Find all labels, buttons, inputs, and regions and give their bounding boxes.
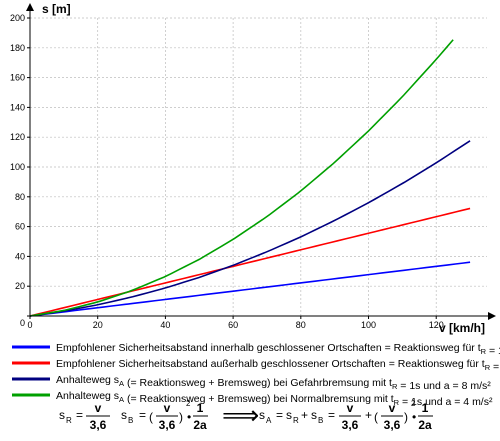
formula-sR-denominator: 3,6 — [90, 418, 107, 432]
formula-sB-denominator: 3,6 — [159, 418, 176, 432]
formula-sB-times: • — [187, 410, 191, 424]
formula-sB-lhs: s — [121, 408, 127, 422]
formula-sB-frac2-denominator: 2a — [193, 418, 207, 432]
formula-row: s R = v 3,6 s B = ( v 3,6 ) 2 • 1 2a ⟹ s… — [59, 399, 433, 432]
x-axis-arrowhead — [488, 312, 496, 320]
formula-sB-paren-open: ( — [149, 410, 153, 424]
formula-sA-term1-sub: R — [293, 416, 299, 425]
y-axis-title: s [m] — [42, 2, 71, 16]
formula-implies-arrow: ⟹ — [222, 401, 259, 431]
chart-legend: Empfohlener Sicherheitsabstand innerhalb… — [12, 342, 500, 408]
formula-sB-exponent: 2 — [186, 399, 191, 408]
chart-axes — [26, 3, 496, 320]
formula-sB-numerator: v — [164, 401, 171, 415]
formula-sB-equals: = — [139, 408, 146, 422]
series-line-1 — [29, 261, 471, 317]
legend-label-4: Anhalteweg sA (= Reaktionsweg + Bremsweg… — [56, 390, 493, 408]
y-tick-label-7: 140 — [10, 102, 25, 112]
chart-series — [29, 39, 471, 317]
formula-sA-frac1-numerator: v — [347, 401, 354, 415]
legend-label-3: Anhalteweg sA (= Reaktionsweg + Bremsweg… — [56, 374, 491, 392]
x-tick-label-4: 80 — [296, 320, 306, 330]
formula-sA-term1: s — [286, 408, 292, 422]
x-tick-label-6: 120 — [429, 320, 444, 330]
x-axis-title: v [km/h] — [439, 321, 485, 335]
formula-sR-lhs: s — [59, 408, 65, 422]
formula-sA-plus-2: + — [365, 408, 372, 422]
formula-sA-times: • — [412, 410, 416, 424]
y-tick-label-1: 20 — [15, 281, 25, 291]
formula-sA-equals-2: = — [328, 408, 335, 422]
formula-sA-equals-1: = — [276, 408, 283, 422]
formula-sA-paren-close: ) — [404, 410, 408, 424]
formula-sB-frac2-numerator: 1 — [197, 401, 204, 415]
formula-sB-lhs-sub: B — [128, 416, 133, 425]
series-line-4 — [29, 39, 454, 317]
series-line-2 — [29, 207, 471, 317]
x-tick-label-2: 40 — [160, 320, 170, 330]
y-tick-label-3: 60 — [15, 222, 25, 232]
formula-sA-term2-sub: B — [318, 416, 323, 425]
y-tick-label-4: 80 — [15, 192, 25, 202]
formula-sA-plus-1: + — [301, 408, 308, 422]
x-tick-label-3: 60 — [228, 320, 238, 330]
x-tick-label-1: 20 — [93, 320, 103, 330]
y-tick-label-8: 160 — [10, 73, 25, 83]
formula-sA-frac2-numerator: v — [389, 401, 396, 415]
legend-label-2: Empfohlener Sicherheitsabstand außerhalb… — [56, 358, 500, 373]
formula-sA-frac1-denominator: 3,6 — [342, 418, 359, 432]
formula-sR-numerator: v — [95, 401, 102, 415]
legend-label-1: Empfohlener Sicherheitsabstand innerhalb… — [56, 342, 500, 357]
y-tick-label-9: 180 — [10, 43, 25, 53]
x-tick-label-0: 0 — [27, 320, 32, 330]
formula-sA-frac2-denominator: 3,6 — [384, 418, 401, 432]
formula-sB-paren-close: ) — [179, 410, 183, 424]
y-tick-label-5: 100 — [10, 162, 25, 172]
formula-sA-lhs: s — [259, 408, 265, 422]
origin-tick-label: 0 — [20, 318, 25, 328]
formula-sA-exponent: 2 — [411, 399, 416, 408]
series-line-3 — [29, 140, 471, 317]
formula-sA-lhs-sub: A — [266, 416, 272, 425]
formula-sR-equals: = — [76, 408, 83, 422]
y-tick-label-6: 120 — [10, 132, 25, 142]
x-tick-label-5: 100 — [361, 320, 376, 330]
formula-sA-frac3-numerator: 1 — [422, 401, 429, 415]
y-tick-label-2: 40 — [15, 251, 25, 261]
y-axis-arrowhead — [26, 3, 34, 11]
formula-sA-term2: s — [311, 408, 317, 422]
y-tick-label-10: 200 — [10, 13, 25, 23]
formula-sA-paren-open: ( — [374, 410, 378, 424]
formula-sR-lhs-sub: R — [66, 416, 72, 425]
formula-sA-frac3-denominator: 2a — [418, 418, 432, 432]
chart-tick-labels: 0 20 40 60 80 100 120 20 40 60 80 100 120 140 160 180 20… — [10, 13, 444, 330]
